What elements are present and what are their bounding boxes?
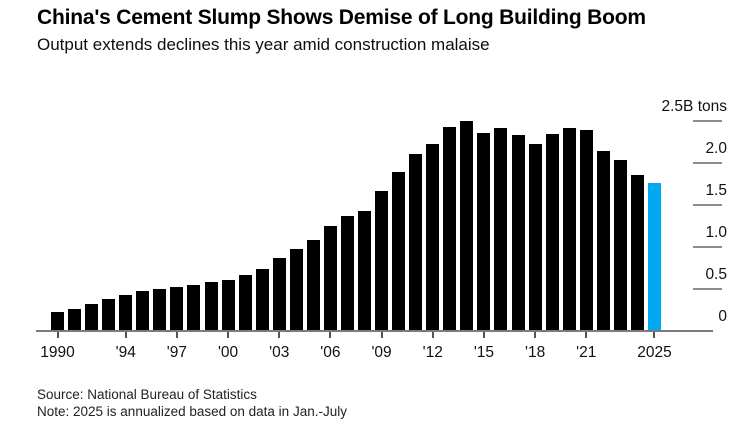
bar-2018 xyxy=(528,144,542,330)
bar-2004 xyxy=(289,249,303,330)
x-axis-line xyxy=(36,330,713,332)
bar-1990 xyxy=(51,312,64,330)
chart-title: China's Cement Slump Shows Demise of Lon… xyxy=(37,6,646,29)
bar-2019 xyxy=(545,134,559,330)
bar-2014 xyxy=(460,121,474,330)
bar-1998 xyxy=(187,285,201,330)
y-label-2: 2.0 xyxy=(705,140,727,157)
x-label-2012: '12 xyxy=(422,344,443,361)
x-tick-2021 xyxy=(585,332,588,338)
y-tick-1.5 xyxy=(693,204,722,206)
bar-2005 xyxy=(306,240,320,330)
x-label-2025: 2025 xyxy=(637,344,672,361)
x-tick-1990 xyxy=(56,332,59,338)
x-label-2018: '18 xyxy=(524,344,546,361)
y-label-1.5: 1.5 xyxy=(705,182,727,199)
bar-2013 xyxy=(443,127,457,330)
bar-2021 xyxy=(579,130,593,330)
bar-2017 xyxy=(511,135,525,330)
chart-subtitle: Output extends declines this year amid c… xyxy=(37,35,490,54)
bar-2022 xyxy=(596,151,610,330)
y-tick-0.5 xyxy=(693,288,722,290)
bar-2016 xyxy=(494,128,508,330)
bar-2020 xyxy=(562,128,576,330)
bar-2009 xyxy=(375,191,389,330)
x-label-1990: 1990 xyxy=(40,344,75,361)
y-tick-2 xyxy=(693,162,722,164)
x-tick-2018 xyxy=(534,332,537,338)
bar-1994 xyxy=(119,295,133,330)
bar-2001 xyxy=(238,275,252,330)
source-line: Source: National Bureau of Statistics xyxy=(37,387,257,402)
x-tick-2006 xyxy=(329,332,332,338)
x-label-2000: '00 xyxy=(217,344,239,361)
x-tick-2003 xyxy=(278,332,281,338)
x-label-1997: '97 xyxy=(166,344,187,361)
x-tick-2000 xyxy=(227,332,230,338)
note-line: Note: 2025 is annualized based on data i… xyxy=(37,404,347,419)
x-label-2009: '09 xyxy=(371,344,392,361)
bar-2025 xyxy=(647,183,661,330)
bar-1991 xyxy=(68,309,82,330)
x-label-2021: '21 xyxy=(576,344,597,361)
bar-2002 xyxy=(255,269,269,330)
y-label-0: 0 xyxy=(718,308,727,325)
x-tick-2025 xyxy=(653,332,656,338)
x-tick-2015 xyxy=(482,332,485,338)
bar-1997 xyxy=(170,287,184,330)
x-label-2015: '15 xyxy=(473,344,495,361)
y-tick-2.5 xyxy=(693,120,722,122)
bar-2006 xyxy=(323,226,337,330)
x-label-2006: '06 xyxy=(320,344,341,361)
bar-1995 xyxy=(136,291,150,330)
bar-2010 xyxy=(392,172,406,330)
x-tick-1994 xyxy=(124,332,127,338)
bar-2011 xyxy=(409,154,423,330)
y-label-2.5: 2.5B tons xyxy=(661,98,728,115)
y-label-1: 1.0 xyxy=(705,224,727,241)
bar-1999 xyxy=(204,282,218,330)
x-tick-2012 xyxy=(431,332,434,338)
y-label-0.5: 0.5 xyxy=(705,266,727,283)
bar-2023 xyxy=(613,160,627,330)
bar-2008 xyxy=(358,211,372,330)
x-tick-2009 xyxy=(380,332,383,338)
bar-2012 xyxy=(426,144,440,330)
x-label-2003: '03 xyxy=(269,344,290,361)
bar-2015 xyxy=(477,133,491,330)
bar-1993 xyxy=(102,299,116,330)
bar-2003 xyxy=(272,258,286,330)
bar-1992 xyxy=(85,304,99,330)
x-tick-1997 xyxy=(175,332,178,338)
x-label-1994: '94 xyxy=(115,344,136,361)
bar-2007 xyxy=(340,216,354,330)
bar-2000 xyxy=(221,280,235,330)
y-tick-1 xyxy=(693,246,722,248)
bar-2024 xyxy=(630,175,644,330)
bar-1996 xyxy=(153,289,167,330)
